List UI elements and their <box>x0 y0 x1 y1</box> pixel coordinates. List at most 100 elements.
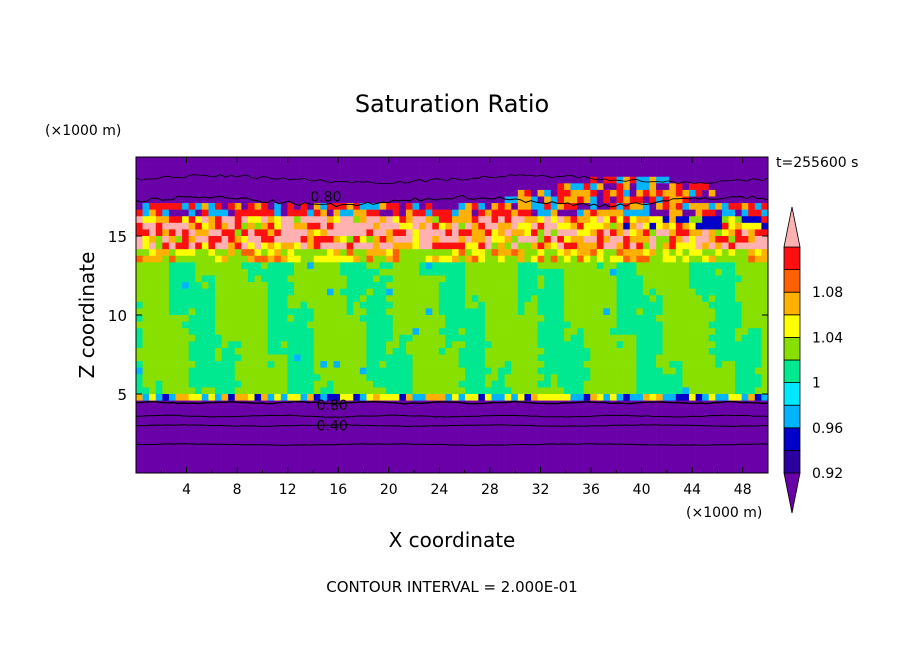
field-cell <box>353 242 361 250</box>
field-cell <box>570 347 578 355</box>
field-cell <box>682 466 690 474</box>
field-cell <box>346 196 354 204</box>
field-cell <box>754 183 762 191</box>
field-cell <box>182 394 189 401</box>
field-cell <box>340 236 347 243</box>
field-cell <box>728 262 736 270</box>
field-cell <box>373 315 380 322</box>
field-cell <box>201 255 209 263</box>
field-cell <box>629 459 637 467</box>
field-cell <box>287 315 295 322</box>
field-cell <box>583 374 591 382</box>
field-cell <box>748 374 756 382</box>
field-cell <box>307 374 315 382</box>
field-cell <box>234 466 242 474</box>
field-cell <box>215 196 222 204</box>
field-cell <box>195 387 203 395</box>
field-cell <box>155 413 163 421</box>
field-cell <box>445 203 453 210</box>
field-cell <box>419 374 426 382</box>
field-cell <box>682 229 690 237</box>
field-cell <box>649 196 657 204</box>
field-cell <box>715 222 723 230</box>
field-cell <box>642 315 650 322</box>
field-cell <box>208 209 216 217</box>
field-cell <box>498 176 505 184</box>
field-cell <box>491 288 499 296</box>
field-cell <box>550 209 558 217</box>
field-cell <box>583 203 591 210</box>
field-cell <box>425 308 433 316</box>
field-cell <box>563 222 571 230</box>
field-cell <box>557 222 565 230</box>
field-cell <box>142 361 150 368</box>
field-cell <box>353 374 361 382</box>
field-cell <box>741 308 749 316</box>
field-cell <box>570 413 578 421</box>
field-cell <box>254 387 262 395</box>
field-cell <box>504 459 512 467</box>
field-cell <box>386 426 394 434</box>
field-cell <box>702 249 710 257</box>
field-cell <box>392 176 400 184</box>
field-cell <box>254 446 262 454</box>
field-cell <box>735 196 742 204</box>
field-cell <box>610 157 617 164</box>
field-cell <box>307 268 315 276</box>
field-cell <box>215 157 222 164</box>
field-cell <box>465 196 473 204</box>
field-cell <box>550 354 558 362</box>
field-cell <box>498 255 505 263</box>
field-cell <box>616 334 624 342</box>
field-cell <box>307 446 315 454</box>
field-cell <box>333 176 341 184</box>
field-cell <box>247 308 255 316</box>
field-cell <box>294 196 301 204</box>
field-cell <box>412 380 420 388</box>
field-cell <box>675 466 683 474</box>
field-cell <box>669 361 677 368</box>
field-cell <box>695 268 703 276</box>
field-cell <box>484 341 492 349</box>
field-cell <box>195 295 203 303</box>
field-cell <box>359 407 367 415</box>
field-cell <box>247 400 255 408</box>
field-cell <box>754 361 762 368</box>
field-cell <box>623 282 631 289</box>
field-cell <box>610 446 617 454</box>
field-cell <box>563 380 571 388</box>
field-cell <box>478 282 486 289</box>
field-cell <box>616 236 624 243</box>
field-cell <box>491 236 499 243</box>
field-cell <box>577 453 584 461</box>
field-cell <box>728 426 736 434</box>
field-cell <box>254 413 262 421</box>
field-cell <box>168 374 176 382</box>
field-cell <box>511 407 519 415</box>
field-cell <box>596 249 604 257</box>
field-cell <box>149 321 157 329</box>
field-cell <box>662 440 670 447</box>
field-cell <box>188 189 196 197</box>
field-cell <box>498 426 505 434</box>
field-cell <box>603 407 611 415</box>
field-cell <box>557 361 565 368</box>
field-cell <box>610 216 617 224</box>
field-cell <box>452 459 459 467</box>
field-cell <box>603 216 611 224</box>
field-cell <box>662 354 670 362</box>
field-cell <box>484 196 492 204</box>
field-cell <box>438 170 446 178</box>
field-cell <box>241 196 249 204</box>
field-cell <box>438 387 446 395</box>
field-cell <box>623 446 631 454</box>
field-cell <box>715 361 723 368</box>
field-cell <box>577 466 584 474</box>
field-cell <box>741 236 749 243</box>
field-cell <box>465 446 473 454</box>
contour-labels: 0.800.800.40 <box>310 190 347 435</box>
field-cell <box>175 380 183 388</box>
field-cell <box>524 183 532 191</box>
field-cell <box>484 387 492 395</box>
field-cell <box>300 361 308 368</box>
